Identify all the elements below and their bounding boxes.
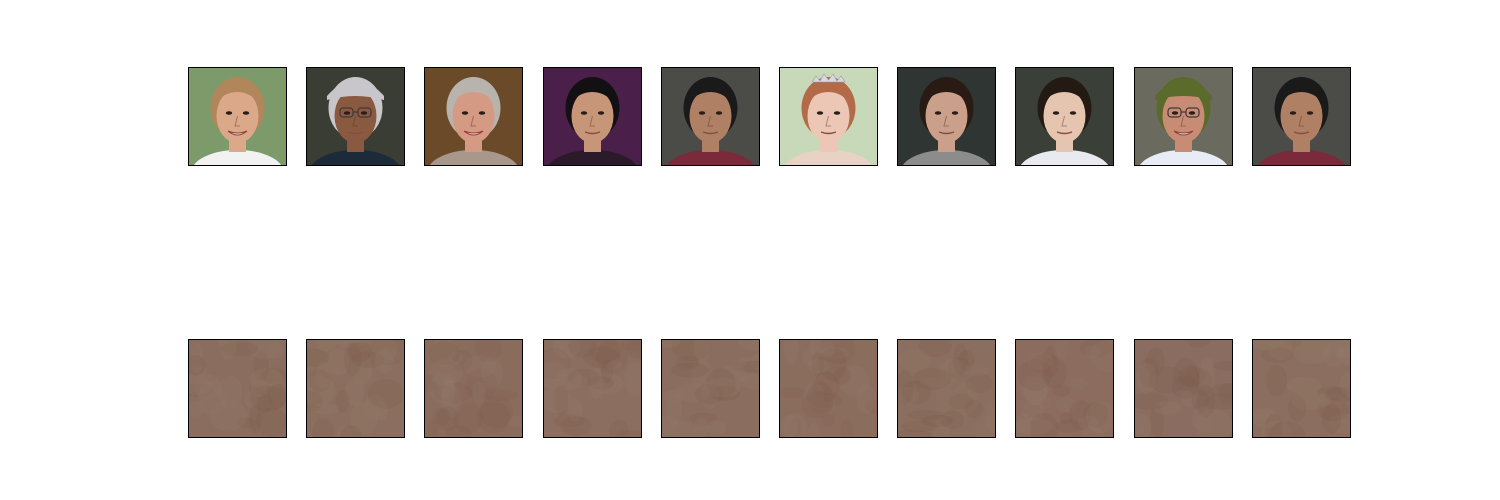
noise-image-icon: [543, 340, 641, 437]
noise-image-icon: [425, 340, 523, 437]
face-photo-man-short-dark-hair-icon: [661, 68, 759, 165]
generated-noise-image-2: [306, 339, 406, 438]
noise-image-icon: [1016, 340, 1114, 437]
face-photo-boy-dark-hair-icon: [898, 68, 996, 165]
noise-image-icon: [1134, 340, 1232, 437]
generated-noise-image-3: [424, 339, 524, 438]
face-image-9: [1133, 67, 1233, 166]
generated-noise-image-8: [1015, 339, 1115, 438]
generated-noise-image-4: [542, 339, 642, 438]
noise-image-icon: [1252, 340, 1350, 437]
noise-image-icon: [780, 340, 877, 437]
face-photo-man-short-dark-hair-icon: [1252, 68, 1350, 165]
face-image-5: [660, 67, 760, 166]
face-image-4: [542, 67, 642, 166]
bottom-image-row: [188, 339, 1351, 438]
face-photo-young-man-blond-icon: [189, 68, 286, 165]
face-photo-man-cap-glasses-icon: [307, 68, 405, 165]
face-image-2: [306, 67, 406, 166]
face-image-1: [188, 67, 287, 166]
noise-image-icon: [307, 340, 405, 437]
face-image-6: [779, 67, 878, 166]
noise-image-icon: [898, 340, 996, 437]
generated-noise-image-5: [660, 339, 760, 438]
face-photo-man-green-cap-glasses-icon: [1134, 68, 1232, 165]
face-image-3: [424, 67, 524, 166]
top-image-row: [188, 67, 1351, 166]
face-photo-woman-tiara-icon: [780, 68, 877, 165]
noise-image-icon: [189, 340, 286, 437]
face-photo-young-woman-dark-hair-icon: [543, 68, 641, 165]
noise-image-icon: [661, 340, 759, 437]
face-image-7: [897, 67, 997, 166]
generated-noise-image-6: [779, 339, 878, 438]
face-image-8: [1015, 67, 1115, 166]
face-image-10: [1251, 67, 1351, 166]
generated-noise-image-9: [1133, 339, 1233, 438]
generated-noise-image-7: [897, 339, 997, 438]
generated-noise-image-10: [1251, 339, 1351, 438]
face-photo-baby-icon: [1016, 68, 1114, 165]
generated-noise-image-1: [188, 339, 287, 438]
face-photo-older-woman-gray-hair-icon: [425, 68, 523, 165]
